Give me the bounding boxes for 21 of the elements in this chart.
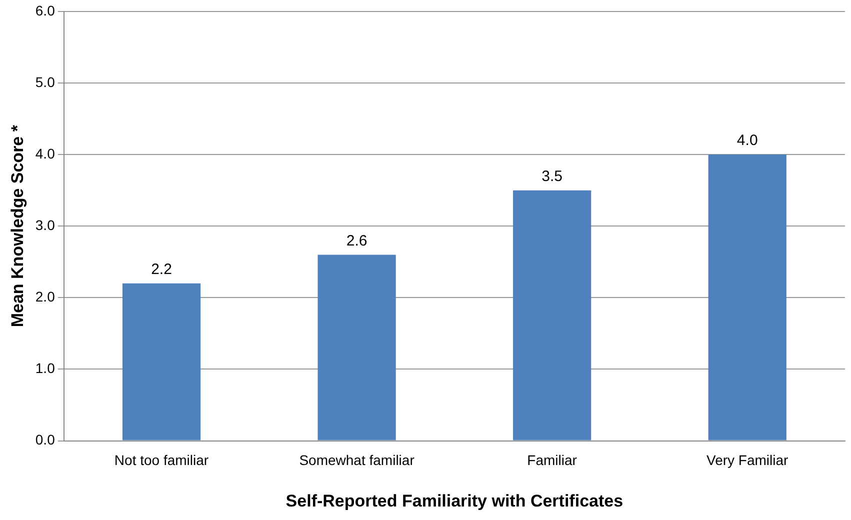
y-tick-label: 2.0 <box>35 288 56 305</box>
y-tick-label: 1.0 <box>35 360 56 376</box>
x-tick-label: Not too familiar <box>114 452 209 468</box>
y-axis-title: Mean Knowledge Score * <box>8 124 27 328</box>
y-tick-label: 0.0 <box>35 432 56 448</box>
x-tick-label: Familiar <box>527 452 578 468</box>
y-tick-label: 5.0 <box>35 74 56 90</box>
bar <box>318 254 396 440</box>
bar <box>513 190 592 440</box>
x-axis-title: Self-Reported Familiarity with Certificates <box>286 491 624 510</box>
y-tick-label: 6.0 <box>35 2 56 18</box>
data-label: 3.5 <box>542 168 563 185</box>
y-tick-label: 4.0 <box>35 145 56 162</box>
y-tick-label: 3.0 <box>35 216 56 233</box>
x-tick-label: Very Familiar <box>706 452 789 468</box>
data-label: 4.0 <box>736 132 758 150</box>
bar <box>122 283 201 440</box>
data-label: 2.2 <box>151 260 172 278</box>
bar <box>708 154 786 440</box>
x-tick-label: Somewhat familiar <box>299 452 415 468</box>
data-label: 2.6 <box>346 232 368 250</box>
